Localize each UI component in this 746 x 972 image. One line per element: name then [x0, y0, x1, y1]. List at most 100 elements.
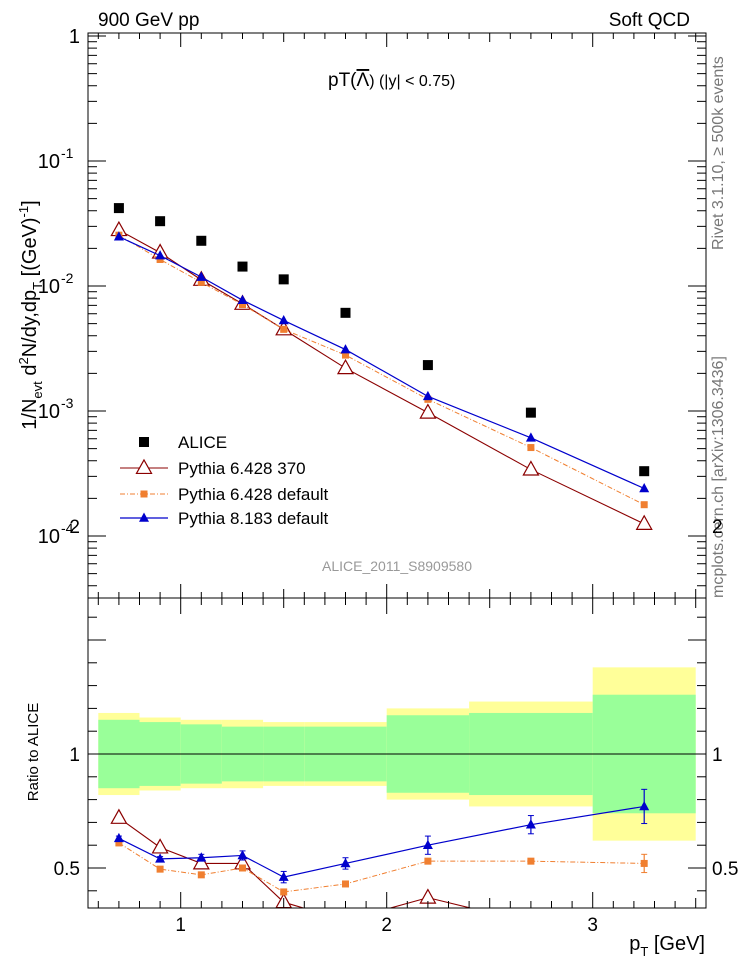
ratio-point-pythia-6-428-370 [637, 912, 652, 926]
ratio-ylabel: Ratio to ALICE [25, 703, 42, 801]
legend-marker-alice [139, 437, 149, 447]
ratio-panel: 1 2 3 0.5 0.5 1 1 2 2 [54, 517, 739, 936]
main-y-tick-exponent: -1 [61, 145, 74, 161]
ratio-y-tick-label-right: 0.5 [712, 859, 738, 880]
main-point-pythia-8-183-default [525, 432, 536, 442]
main-point-alice [155, 216, 166, 227]
ratio-point-pythia-6-428-default [156, 865, 164, 873]
x-tick-label: 1 [175, 915, 186, 936]
ratio-y-tick-label: 2 [69, 517, 80, 538]
main-y-tick-exponent: -3 [61, 395, 74, 411]
main-point-pythia-8-183-default [340, 344, 351, 354]
ratio-point-pythia-8-183-default [155, 853, 166, 863]
mcplots-label: mcplots.cern.ch [arXiv:1306.3436] [710, 356, 727, 598]
main-point-alice [639, 466, 650, 477]
ratio-point-pythia-8-183-default [278, 871, 289, 881]
main-point-pythia-6-428-default [239, 301, 246, 309]
ratio-point-pythia-6-428-default [115, 839, 123, 847]
x-tick-label: 2 [381, 915, 392, 936]
ratio-point-pythia-8-183-default [196, 852, 207, 862]
main-point-pythia-6-428-370 [635, 514, 653, 530]
main-point-alice [340, 307, 351, 318]
header-right: Soft QCD [609, 10, 690, 31]
chart-title: pT(Λ) (|y| < 0.75) [328, 70, 455, 91]
legend-label-pythia-6-428-default: Pythia 6.428 default [178, 485, 329, 504]
rivet-label: Rivet 3.1.10, ≥ 500k events [710, 56, 727, 250]
main-point-pythia-6-428-default [280, 325, 288, 333]
ratio-y-tick-label: 0.5 [54, 859, 80, 880]
ratio-line-pythia-6-428-default [118, 842, 645, 893]
main-y-tick-exponent: -4 [61, 520, 74, 536]
main-y-tick-label: 1 [69, 26, 80, 48]
ratio-y-tick-label-right: 1 [712, 745, 723, 766]
main-point-alice [196, 235, 207, 246]
main-y-tick-label: 10 [38, 151, 60, 173]
main-y-tick-label: 10 [38, 401, 60, 423]
legend-label-pythia-6-428-370: Pythia 6.428 370 [178, 459, 306, 478]
legend-marker-pythia-8-183-default [139, 512, 149, 522]
main-point-alice [237, 261, 248, 272]
main-y-tick-label: 10 [38, 276, 60, 298]
ratio-point-pythia-6-428-370 [151, 838, 169, 854]
ratio-point-pythia-6-428-default [342, 880, 349, 888]
ratio-point-pythia-6-428-370 [523, 915, 538, 929]
analysis-label: ALICE_2011_S8909580 [322, 558, 472, 574]
header-left: 900 GeV pp [98, 10, 199, 31]
main-point-pythia-8-183-default [422, 390, 433, 401]
main-point-pythia-6-428-default [156, 255, 164, 263]
ratio-point-pythia-6-428-default [640, 859, 648, 867]
legend-marker-pythia-6-428-default [140, 490, 148, 498]
main-point-pythia-8-183-default [278, 314, 289, 325]
main-y-tick-label: 10 [38, 526, 60, 548]
ratio-point-pythia-8-183-default [422, 839, 433, 849]
main-point-alice [113, 203, 124, 214]
ratio-point-pythia-8-183-default [340, 857, 351, 868]
ratio-point-pythia-6-428-default [424, 857, 432, 865]
main-point-pythia-8-183-default [196, 271, 207, 281]
ratio-point-pythia-6-428-default [239, 864, 246, 872]
main-point-pythia-6-428-370 [522, 460, 540, 476]
main-point-pythia-6-428-default [197, 278, 205, 286]
x-tick-label: 3 [587, 915, 598, 936]
ratio-y-tick-label: 1 [69, 745, 80, 766]
legend-label-alice: ALICE [178, 433, 227, 452]
ratio-point-pythia-6-428-default [197, 871, 205, 879]
main-point-alice [422, 360, 433, 371]
legend: ALICE Pythia 6.428 370 Pythia 6.428 defaul… [120, 433, 329, 528]
ratio-point-pythia-6-428-370 [192, 854, 210, 870]
main-panel: 10 -410 -310 -210 -11 [38, 26, 707, 599]
svg-text:1/Nevt d2N/dy,dpT [(GeV)-1]: 1/Nevt d2N/dy,dpT [(GeV)-1] [16, 200, 45, 429]
main-point-pythia-6-428-default [342, 351, 349, 359]
ratio-line-pythia-6-428-370 [118, 817, 473, 908]
main-point-pythia-6-428-default [527, 444, 535, 452]
xlabel: pT [GeV] [629, 933, 705, 959]
chart-title-particle: Λ [357, 70, 370, 91]
main-ylabel: 1/Nevt d2N/dy,dpT [(GeV)-1] [16, 200, 45, 429]
ratio-point-pythia-8-183-default [237, 849, 248, 860]
main-point-alice [278, 274, 289, 285]
main-y-tick-exponent: -2 [61, 270, 74, 286]
ratio-point-pythia-8-183-default [525, 819, 536, 829]
legend-marker-pythia-6-428-370 [135, 458, 153, 475]
ratio-point-pythia-6-428-370 [110, 808, 128, 824]
ratio-frame [87, 597, 707, 909]
main-point-pythia-6-428-370 [336, 358, 355, 375]
ratio-point-pythia-6-428-default [527, 857, 535, 865]
main-point-pythia-8-183-default [155, 250, 166, 260]
ratio-point-pythia-6-428-default [280, 888, 288, 896]
main-line-pythia-6-428-370 [118, 229, 645, 525]
main-point-pythia-8-183-default [113, 231, 124, 241]
main-point-pythia-6-428-default [640, 501, 648, 509]
legend-label-pythia-8-183-default: Pythia 8.183 default [178, 509, 329, 528]
ratio-point-pythia-6-428-370 [338, 912, 353, 926]
main-point-alice [525, 407, 536, 418]
ratio-point-pythia-8-183-default [639, 800, 650, 811]
chart-title-main: pT( [328, 70, 357, 91]
chart-title-rest: ) (|y| < 0.75) [369, 73, 455, 90]
main-point-pythia-8-183-default [639, 482, 650, 493]
main-point-pythia-8-183-default [237, 294, 248, 304]
ratio-point-pythia-8-183-default [113, 832, 124, 843]
ratio-y-tick-label-right: 2 [712, 517, 723, 538]
main-line-pythia-6-428-default [118, 234, 645, 506]
